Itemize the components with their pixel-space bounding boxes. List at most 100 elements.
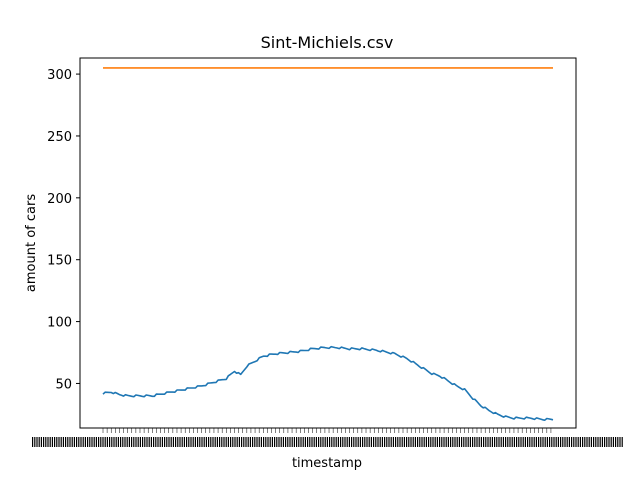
x-tick-label-glyph	[106, 437, 108, 447]
x-tick-label-glyph	[161, 437, 163, 447]
x-tick-label-glyph	[227, 437, 229, 447]
x-tick-label-glyph	[441, 437, 443, 447]
x-tick-label-glyph	[366, 437, 368, 447]
x-tick-label-glyph	[78, 437, 80, 447]
x-tick-label-glyph	[513, 437, 515, 447]
x-tick-label-glyph	[298, 437, 300, 447]
x-tick-label-glyph	[181, 437, 183, 447]
x-tick-label-glyph	[91, 437, 93, 447]
x-tick-label-glyph	[582, 437, 584, 447]
x-tick-label-glyph	[278, 437, 280, 447]
x-tick-label-glyph	[353, 437, 355, 447]
x-tick-label-glyph	[564, 437, 566, 447]
x-tick-label-glyph	[337, 437, 339, 447]
x-tick-label-glyph	[280, 437, 282, 447]
x-tick-label-glyph	[542, 437, 544, 447]
x-tick-label-glyph	[428, 437, 430, 447]
x-tick-label-glyph	[406, 437, 408, 447]
x-tick-label-glyph	[489, 437, 491, 447]
x-tick-label-glyph	[100, 437, 102, 447]
x-tick-label-glyph	[139, 437, 141, 447]
x-tick-label-glyph	[137, 437, 139, 447]
x-tick-label-glyph	[120, 437, 122, 447]
x-tick-label-glyph	[615, 437, 617, 447]
x-tick-label-glyph	[520, 437, 522, 447]
x-tick-label-glyph	[256, 437, 258, 447]
series-line-blue	[102, 345, 554, 422]
x-tick-label-glyph	[364, 437, 366, 447]
x-tick-label-glyph	[54, 437, 56, 447]
x-tick-label-glyph	[571, 437, 573, 447]
x-tick-label-glyph	[434, 437, 436, 447]
x-tick-label-glyph	[606, 437, 608, 447]
x-tick-label-glyph	[168, 437, 170, 447]
x-tick-label-glyph	[51, 437, 53, 447]
x-tick-label-glyph	[300, 437, 302, 447]
x-tick-label-glyph	[43, 437, 45, 447]
x-tick-label-glyph	[113, 437, 115, 447]
x-tick-label-glyph	[282, 437, 284, 447]
x-tick-label-glyph	[245, 437, 247, 447]
x-axis-label: timestamp	[292, 456, 362, 471]
x-tick-label-glyph	[531, 437, 533, 447]
x-tick-label-glyph	[247, 437, 249, 447]
x-tick-label-glyph	[190, 437, 192, 447]
x-tick-label-glyph	[60, 437, 62, 447]
x-tick-label-glyph	[496, 437, 498, 447]
x-tick-label-glyph	[546, 437, 548, 447]
series-group	[102, 67, 554, 422]
x-tick-label-glyph	[392, 437, 394, 447]
x-tick-label-glyph	[89, 437, 91, 447]
x-tick-label-glyph	[447, 437, 449, 447]
x-tick-label-glyph	[467, 437, 469, 447]
x-tick-label-glyph	[287, 437, 289, 447]
x-tick-label-glyph	[326, 437, 328, 447]
x-tick-label-glyph	[377, 437, 379, 447]
x-tick-label-glyph	[260, 437, 262, 447]
x-tick-label-glyph	[331, 437, 333, 447]
x-tick-label-glyph	[476, 437, 478, 447]
x-tick-label-glyph	[170, 437, 172, 447]
x-tick-label-glyph	[238, 437, 240, 447]
x-tick-label-glyph	[148, 437, 150, 447]
x-tick-label-glyph	[311, 437, 313, 447]
x-tick-label-glyph	[445, 437, 447, 447]
x-tick-label-glyph	[621, 437, 623, 447]
x-tick-label-glyph	[604, 437, 606, 447]
x-tick-label-glyph	[386, 437, 388, 447]
x-tick-label-glyph	[524, 437, 526, 447]
x-tick-label-glyph	[49, 437, 51, 447]
x-tick-label-glyph	[465, 437, 467, 447]
x-tick-label-glyph	[76, 437, 78, 447]
x-tick-label-glyph	[38, 437, 40, 447]
x-tick-label-glyph	[124, 437, 126, 447]
x-tick-label-glyph	[439, 437, 441, 447]
x-tick-label-glyph	[351, 437, 353, 447]
x-tick-label-glyph	[478, 437, 480, 447]
x-tick-label-glyph	[144, 437, 146, 447]
x-tick-label-glyph	[494, 437, 496, 447]
plot-frame	[79, 57, 577, 429]
x-tick-label-glyph	[111, 437, 113, 447]
x-tick-label-glyph	[32, 437, 34, 447]
x-tick-label-glyph	[40, 437, 42, 447]
x-tick-label-glyph	[322, 437, 324, 447]
x-tick-label-glyph	[67, 437, 69, 447]
x-tick-label-glyph	[375, 437, 377, 447]
x-tick-label-glyph	[157, 437, 159, 447]
y-tick-label: 250	[47, 130, 72, 145]
x-tick-label-glyph	[590, 437, 592, 447]
x-tick-label-glyph	[313, 437, 315, 447]
x-tick-label-glyph	[608, 437, 610, 447]
y-tick-label: 200	[47, 192, 72, 207]
x-tick-label-glyph	[461, 437, 463, 447]
x-tick-label-glyph	[487, 437, 489, 447]
x-tick-label-glyph	[335, 437, 337, 447]
x-tick-label-glyph	[344, 437, 346, 447]
x-tick-label-glyph	[146, 437, 148, 447]
x-tick-label-glyph	[289, 437, 291, 447]
x-tick-label-glyph	[296, 437, 298, 447]
x-tick-label-glyph	[82, 437, 84, 447]
x-tick-label-glyph	[395, 437, 397, 447]
x-tick-label-glyph	[166, 437, 168, 447]
